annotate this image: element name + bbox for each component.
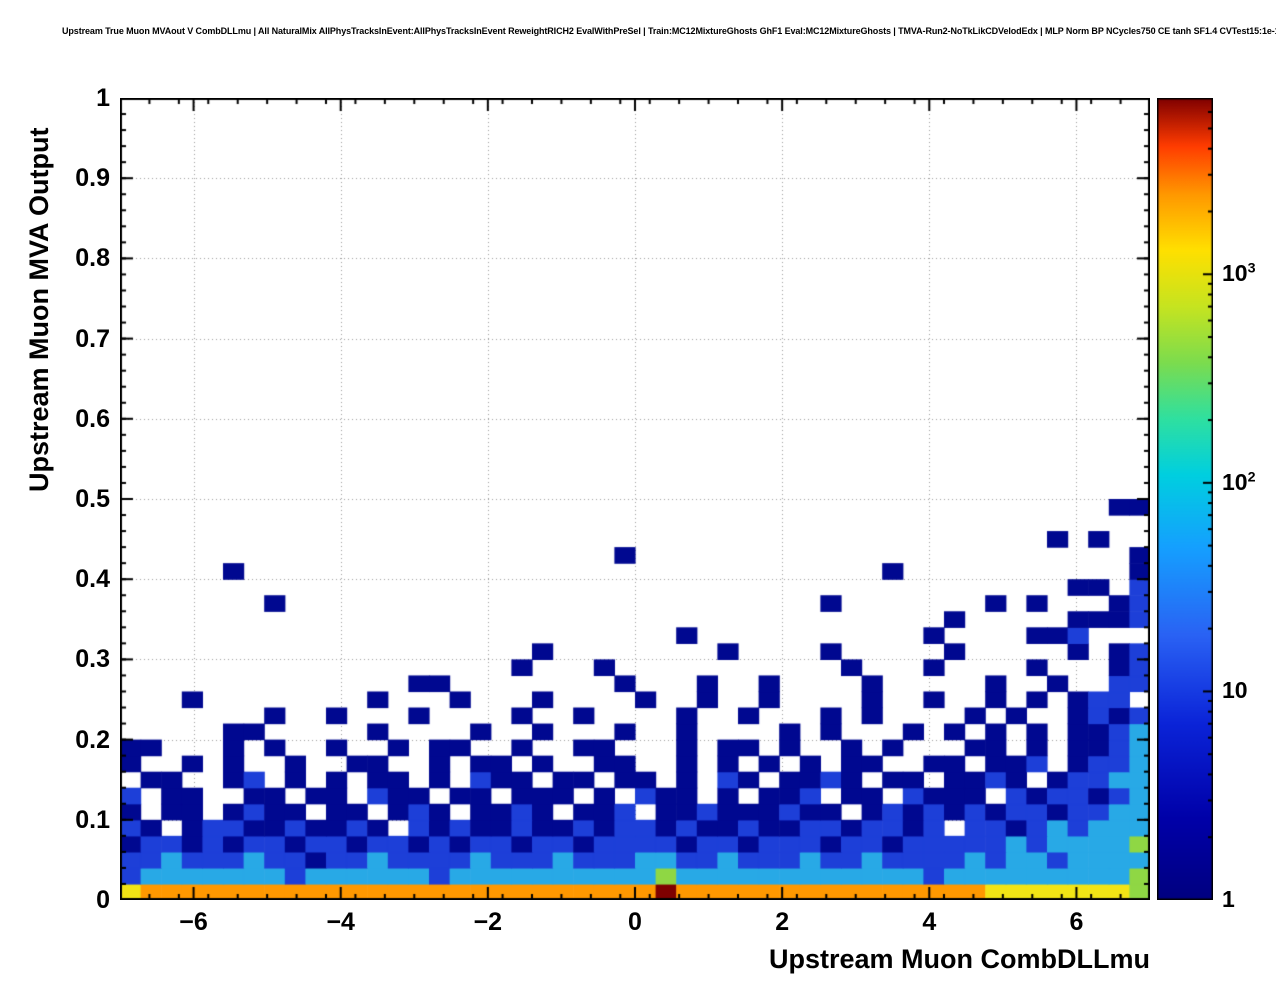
x-tick-label: 4 (922, 908, 937, 936)
x-tick-label: −2 (473, 908, 503, 936)
colorbar-tick-label: 102 (1222, 468, 1256, 495)
x-tick-label: 6 (1069, 908, 1084, 936)
colorbar-tick-label: 1 (1222, 886, 1235, 912)
y-tick-label: 1 (96, 84, 110, 112)
heatmap-canvas (120, 98, 1150, 900)
y-tick-label: 0.9 (75, 164, 110, 193)
colorbar-canvas (1157, 98, 1213, 900)
x-tick-label: −6 (179, 908, 208, 936)
y-tick-label: 0 (96, 886, 110, 914)
x-tick-label: 2 (775, 908, 790, 936)
x-tick-label: −4 (326, 908, 355, 936)
y-tick-label: 0.8 (75, 244, 110, 273)
x-axis-title: Upstream Muon CombDLLmu (769, 944, 1150, 974)
colorbar-tick-label: 10 (1222, 677, 1248, 704)
x-tick-label: 0 (628, 908, 642, 936)
colorbar-tick-label: 103 (1222, 260, 1256, 287)
y-tick-label: 0.3 (75, 645, 110, 674)
y-tick-label: 0.5 (75, 485, 110, 513)
plot-title: Upstream True Muon MVAout V CombDLLmu | … (62, 26, 1276, 36)
y-tick-label: 0.7 (75, 324, 110, 353)
y-tick-label: 0.2 (75, 725, 110, 754)
y-tick-label: 0.1 (75, 805, 110, 834)
y-tick-label: 0.4 (75, 565, 110, 594)
y-tick-label: 0.6 (75, 404, 110, 433)
